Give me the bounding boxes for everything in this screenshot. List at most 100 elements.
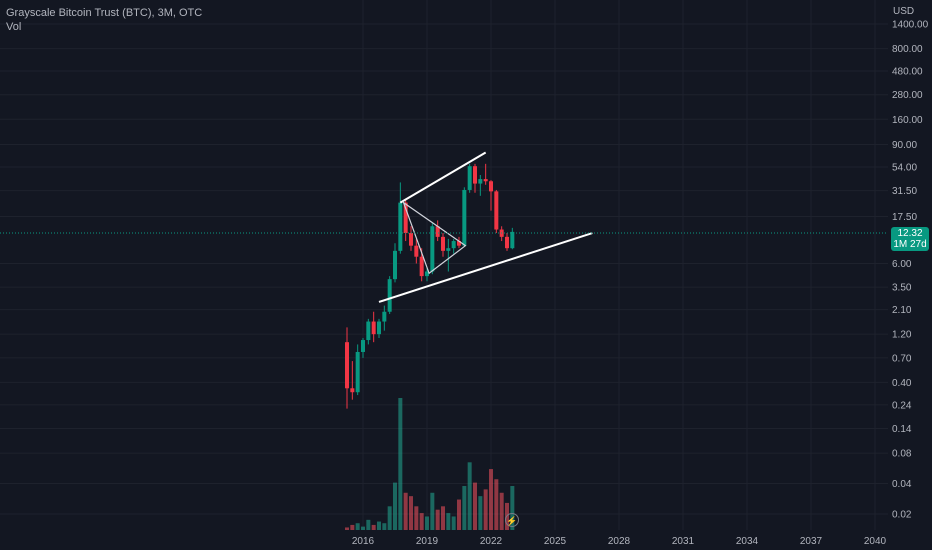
symbol-title[interactable]: Grayscale Bitcoin Trust (BTC), 3M, OTC [6,7,203,19]
volume-bar [361,526,365,530]
trendline [399,151,487,204]
volume-bar [441,506,445,530]
volume-bar [462,486,467,530]
candle-body [435,226,440,237]
lightning-bolt-icon[interactable]: ⚡ [505,513,519,527]
candle-body [457,241,461,246]
volume-bar [483,489,488,530]
candle-body [371,321,376,335]
volume-bar [467,462,472,530]
price-axis-label: 0.02 [892,510,912,521]
volume-bar [366,519,371,530]
price-axis-label: 90.00 [892,140,917,151]
candle-body [382,311,387,322]
price-axis-label: 31.50 [892,186,917,197]
volume-bar [382,523,387,530]
price-axis-label: 280.00 [892,90,923,101]
candle-body [446,248,451,251]
volume-bar [403,492,408,530]
volume-bar [419,513,424,530]
volume-bar [457,499,461,530]
volume-bar [489,469,493,530]
price-axis-label: 1400.00 [892,20,929,31]
candle-body [451,241,456,249]
last-price-value: 12.32 [897,228,923,239]
candle-body [441,236,445,251]
time-axis-label: 2040 [864,536,887,547]
volume-bars [345,398,515,530]
candle-body [510,231,515,249]
volume-bar [510,486,515,530]
volume-bar [398,398,403,530]
price-axis-label: 0.24 [892,400,912,411]
price-axis[interactable]: 1400.00 800.00 480.00 280.00 160.00 90.00 54.0… [892,20,929,521]
volume-bar [494,479,499,530]
time-axis-label: 2031 [672,536,695,547]
time-axis-label: 2028 [608,536,631,547]
candle-body [355,351,360,393]
price-axis-label: 6.00 [892,259,912,270]
volume-bar [451,516,456,530]
candle-body [361,340,365,352]
candle-body [483,179,488,182]
trendline [378,232,593,303]
volume-bar [371,524,376,530]
price-axis-label: 1.20 [892,330,912,341]
price-axis-label: 2.10 [892,305,912,316]
candle-body [387,279,392,312]
volume-bar [350,524,355,530]
volume-bar [478,496,483,530]
currency-label[interactable]: USD [893,6,915,17]
price-axis-label: 0.40 [892,378,912,389]
time-axis-label: 2034 [736,536,759,547]
candle-body [414,245,419,257]
price-axis-label: 0.08 [892,449,912,460]
volume-bar [409,496,413,530]
volume-bar [393,482,397,530]
candle-body [345,342,349,389]
time-axis[interactable]: 2016 2019 2022 2025 2028 2031 2034 2037 2040 [352,536,887,547]
candle-body [409,233,413,246]
price-axis-label: 480.00 [892,67,923,78]
candle-body [377,321,381,335]
triangle-pattern [402,201,467,275]
bar-countdown: 1M 27d [893,239,927,250]
candle-body [425,271,429,277]
candle-body [393,250,397,280]
price-axis-label: 0.70 [892,353,912,364]
candle-body [403,202,408,234]
grid-lines [0,0,888,530]
time-axis-label: 2016 [352,536,375,547]
candlesticks [345,163,515,409]
price-axis-label: 0.14 [892,424,912,435]
candle-body [473,166,477,184]
candle-body [366,321,371,341]
volume-bar [345,527,349,530]
price-axis-label: 800.00 [892,44,923,55]
candle-body [505,236,509,249]
candle-body [430,226,435,272]
volume-bar [473,482,477,530]
price-axis-label: 54.00 [892,162,917,173]
price-axis-label: 0.04 [892,479,912,490]
time-axis-label: 2037 [800,536,823,547]
candle-body [398,202,403,251]
volume-bar [430,492,435,530]
volume-bar [435,509,440,530]
candle-body [350,388,355,393]
price-axis-label: 3.50 [892,283,912,294]
candle-body [467,166,472,190]
candle-body [494,191,499,230]
volume-bar [425,516,429,530]
price-axis-label: 160.00 [892,115,923,126]
chart-legend: Grayscale Bitcoin Trust (BTC), 3M, OTC V… [6,6,202,34]
time-axis-label: 2019 [416,536,439,547]
volume-bar [377,521,381,530]
price-axis-label: 17.50 [892,212,917,223]
volume-bar [446,513,451,530]
trend-drawings[interactable] [378,151,593,303]
volume-label[interactable]: Vol [6,21,22,33]
last-price-tag: 12.32 1M 27d [891,227,929,251]
candle-body [478,179,483,184]
